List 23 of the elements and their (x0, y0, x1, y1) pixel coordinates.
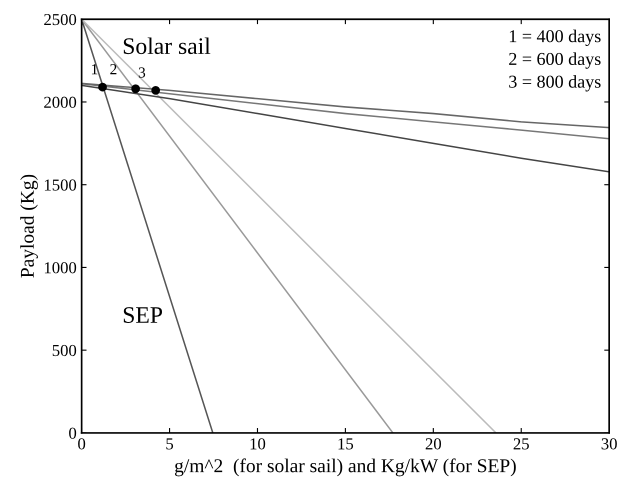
x-tick-label: 0 (78, 438, 86, 450)
x-tick-label: 15 (338, 438, 354, 450)
x-tick-label: 20 (426, 438, 442, 450)
x-tick-label: 5 (166, 438, 174, 450)
y-tick-label: 500 (52, 344, 76, 356)
annotation: Solar sail (124, 37, 210, 54)
y-axis-title: Payload (Kg) (20, 174, 38, 278)
annotation: 3 (138, 67, 146, 78)
y-tick-label: 1500 (44, 179, 76, 191)
y-tick-label: 1000 (44, 262, 76, 274)
annotation: 2 = 600 days (509, 52, 601, 69)
annotation: 1 (92, 64, 98, 74)
x-tick-label: 30 (602, 438, 617, 450)
y-tick-label: 0 (69, 428, 76, 439)
y-tick-label: 2500 (44, 14, 76, 26)
x-axis-title: g/m^2 (for solar sail) and Kg/kW (for SEP) (174, 458, 516, 476)
x-tick-label: 10 (250, 438, 266, 450)
x-tick-label: 25 (514, 438, 529, 450)
annotation: SEP (124, 307, 162, 323)
annotation: 2 (110, 64, 116, 74)
annotation: 3 = 800 days (509, 75, 601, 92)
y-tick-label: 2000 (44, 96, 76, 108)
annotation: 1 = 400 days (510, 30, 601, 46)
